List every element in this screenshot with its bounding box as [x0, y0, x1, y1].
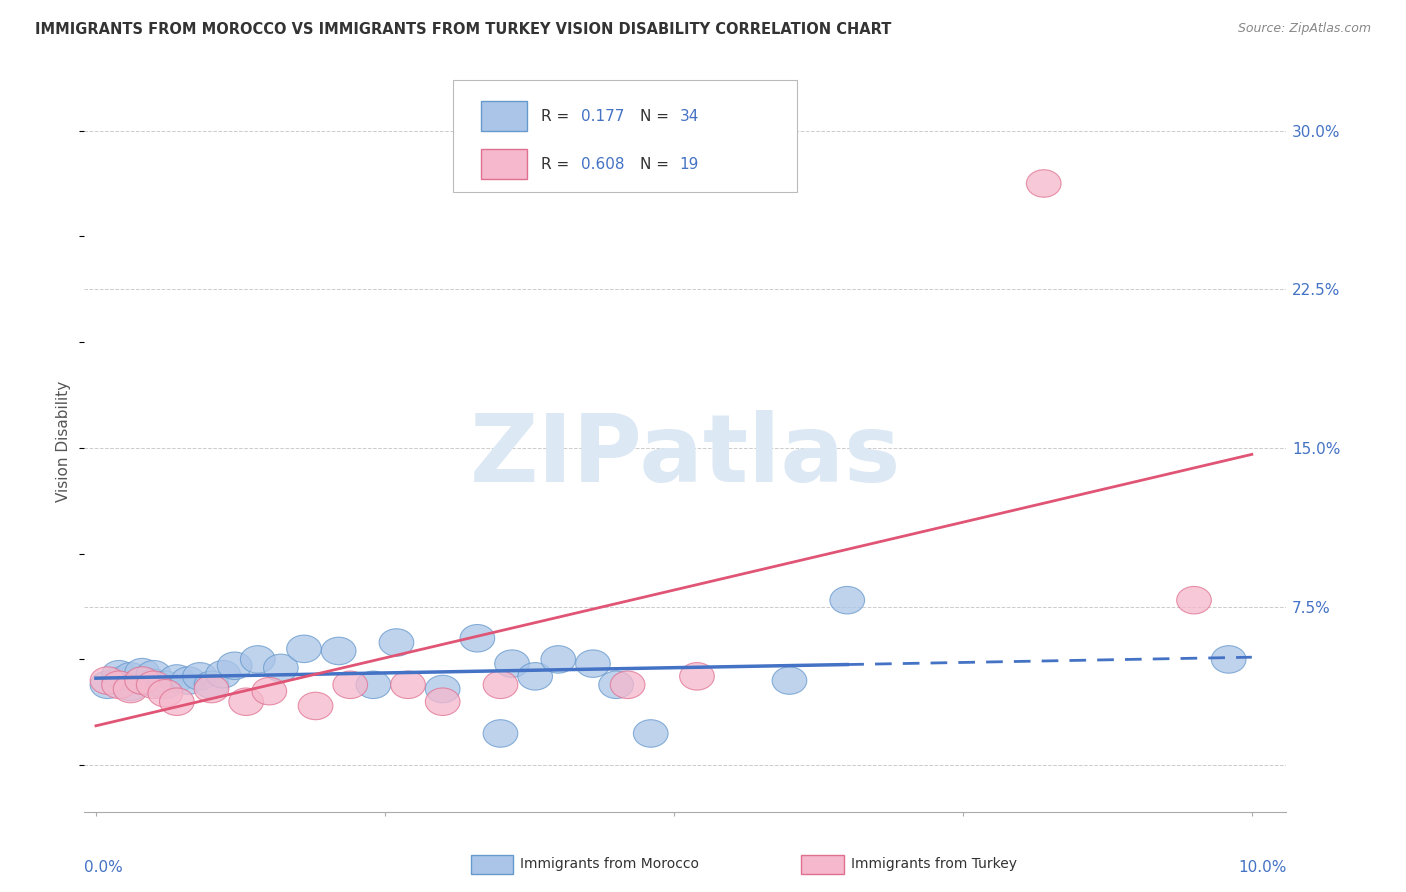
Ellipse shape: [114, 663, 148, 690]
Ellipse shape: [125, 667, 159, 694]
Ellipse shape: [287, 635, 322, 663]
Ellipse shape: [495, 650, 530, 677]
Text: ZIPatlas: ZIPatlas: [470, 410, 901, 502]
Ellipse shape: [229, 688, 263, 715]
Ellipse shape: [679, 663, 714, 690]
Ellipse shape: [101, 671, 136, 698]
Ellipse shape: [599, 671, 634, 698]
Ellipse shape: [159, 688, 194, 715]
Ellipse shape: [333, 671, 367, 698]
Ellipse shape: [114, 673, 148, 701]
Ellipse shape: [101, 660, 136, 688]
Ellipse shape: [484, 720, 517, 747]
Ellipse shape: [125, 667, 159, 694]
Ellipse shape: [218, 652, 252, 680]
Text: N =: N =: [640, 109, 669, 124]
Ellipse shape: [610, 671, 645, 698]
Ellipse shape: [172, 667, 205, 694]
Ellipse shape: [1026, 169, 1062, 197]
Ellipse shape: [148, 671, 183, 698]
Ellipse shape: [391, 671, 426, 698]
Text: 10.0%: 10.0%: [1239, 860, 1286, 875]
Text: N =: N =: [640, 157, 669, 171]
Ellipse shape: [136, 671, 172, 698]
Ellipse shape: [205, 660, 240, 688]
Text: 0.0%: 0.0%: [84, 860, 124, 875]
FancyBboxPatch shape: [481, 102, 527, 131]
Text: 19: 19: [679, 157, 699, 171]
Text: Source: ZipAtlas.com: Source: ZipAtlas.com: [1237, 22, 1371, 36]
Text: 0.608: 0.608: [581, 157, 624, 171]
Ellipse shape: [90, 667, 125, 694]
Text: R =: R =: [541, 157, 569, 171]
Ellipse shape: [240, 646, 276, 673]
Ellipse shape: [484, 671, 517, 698]
Ellipse shape: [541, 646, 575, 673]
Text: R =: R =: [541, 109, 569, 124]
Text: Immigrants from Morocco: Immigrants from Morocco: [520, 857, 699, 871]
Ellipse shape: [125, 658, 159, 686]
Ellipse shape: [263, 654, 298, 681]
Ellipse shape: [90, 671, 125, 698]
Ellipse shape: [426, 688, 460, 715]
Ellipse shape: [114, 675, 148, 703]
Ellipse shape: [830, 586, 865, 614]
Ellipse shape: [356, 671, 391, 698]
Ellipse shape: [460, 624, 495, 652]
Ellipse shape: [298, 692, 333, 720]
Ellipse shape: [1177, 586, 1212, 614]
Ellipse shape: [1212, 646, 1246, 673]
Ellipse shape: [575, 650, 610, 677]
Text: IMMIGRANTS FROM MOROCCO VS IMMIGRANTS FROM TURKEY VISION DISABILITY CORRELATION : IMMIGRANTS FROM MOROCCO VS IMMIGRANTS FR…: [35, 22, 891, 37]
Ellipse shape: [252, 677, 287, 705]
Ellipse shape: [634, 720, 668, 747]
Ellipse shape: [194, 671, 229, 698]
Text: Immigrants from Turkey: Immigrants from Turkey: [851, 857, 1017, 871]
Ellipse shape: [183, 663, 218, 690]
Y-axis label: Vision Disability: Vision Disability: [56, 381, 72, 502]
Ellipse shape: [380, 629, 413, 657]
Ellipse shape: [136, 660, 172, 688]
Text: 34: 34: [679, 109, 699, 124]
Ellipse shape: [194, 675, 229, 703]
FancyBboxPatch shape: [481, 149, 527, 179]
Ellipse shape: [148, 680, 183, 707]
Ellipse shape: [517, 663, 553, 690]
Ellipse shape: [322, 637, 356, 665]
Ellipse shape: [159, 665, 194, 692]
Ellipse shape: [772, 667, 807, 694]
Ellipse shape: [101, 667, 136, 694]
FancyBboxPatch shape: [453, 80, 797, 192]
Text: 0.177: 0.177: [581, 109, 624, 124]
Ellipse shape: [426, 675, 460, 703]
Ellipse shape: [136, 669, 172, 697]
